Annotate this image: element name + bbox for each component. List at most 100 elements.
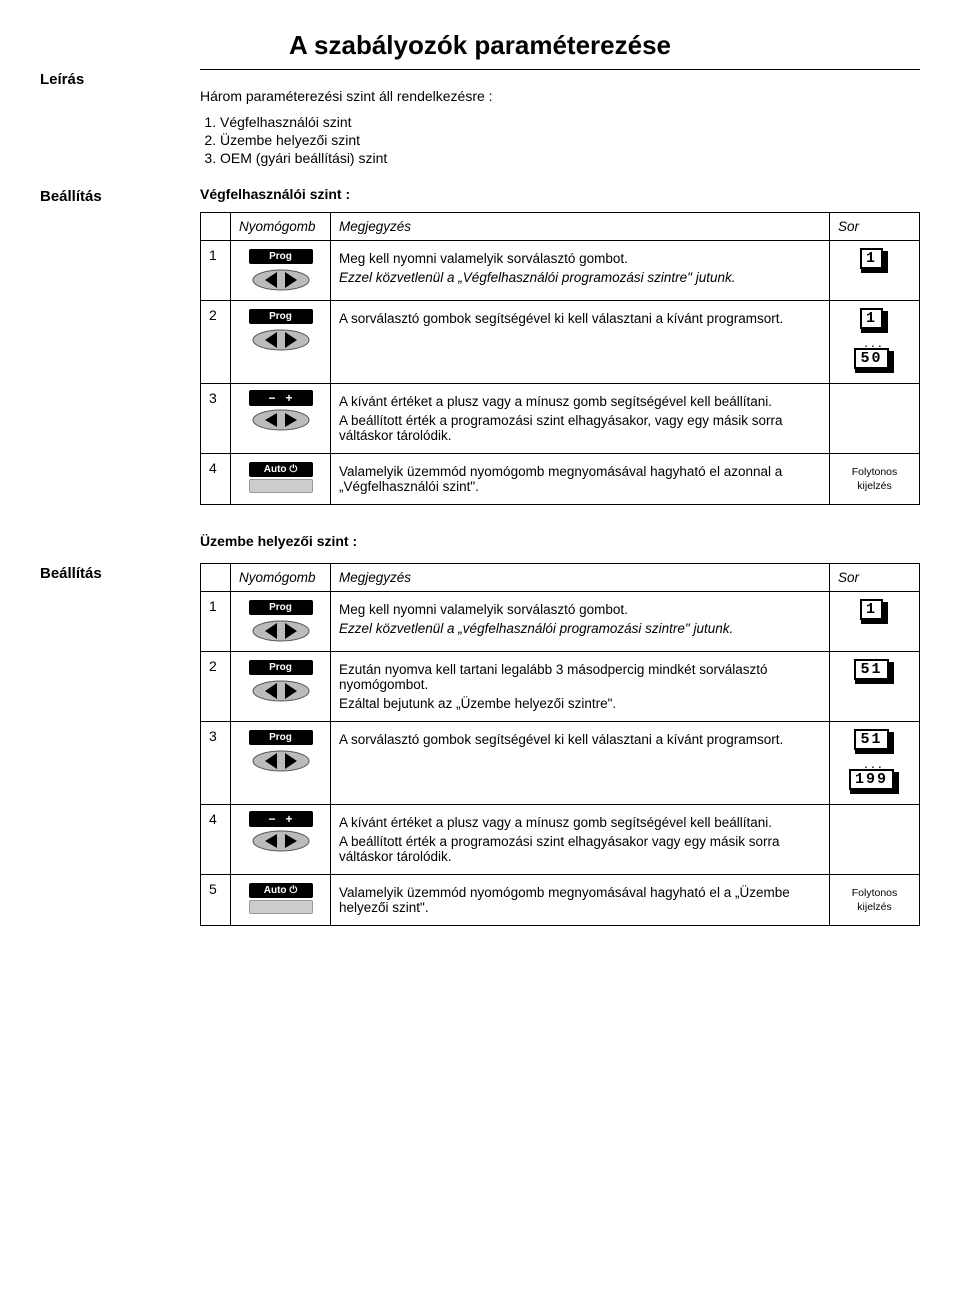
ellipsis: ... bbox=[864, 758, 885, 768]
button-cell: −+ bbox=[231, 384, 331, 454]
sor-cell: 51 bbox=[830, 652, 920, 722]
table-row: 2 Prog Ezután nyomva kell tartani legalá… bbox=[201, 652, 920, 722]
table-row: 2 Prog A sorválasztó gombok segítségével… bbox=[201, 301, 920, 384]
display-icon: 1 bbox=[861, 251, 888, 273]
step-number: 2 bbox=[201, 301, 231, 384]
col-sor: Sor bbox=[830, 213, 920, 241]
col-megjegyzes: Megjegyzés bbox=[331, 564, 830, 592]
table-row: 1 Prog Meg kell nyomni valamelyik sorvál… bbox=[201, 592, 920, 652]
page-title: A szabályozók paraméterezése bbox=[40, 30, 920, 61]
button-cell: Auto ⏻ bbox=[231, 875, 331, 926]
section2-heading: Üzembe helyezői szint : bbox=[200, 533, 920, 549]
note-cell: Meg kell nyomni valamelyik sorválasztó g… bbox=[331, 241, 830, 301]
note-main: Valamelyik üzemmód nyomógomb megnyomásáv… bbox=[339, 464, 821, 494]
button-cell: Prog bbox=[231, 592, 331, 652]
note-extra: A beállított érték a programozási szint … bbox=[339, 834, 821, 864]
note-cell: A kívánt értéket a plusz vagy a mínusz g… bbox=[331, 805, 830, 875]
auto-button-icon: Auto ⏻ bbox=[249, 462, 313, 493]
sor-cell: 1... 50 bbox=[830, 301, 920, 384]
sor-text: Folytonoskijelzés bbox=[836, 887, 913, 914]
display-icon: 1 bbox=[861, 602, 888, 624]
note-main: A sorválasztó gombok segítségével ki kel… bbox=[339, 311, 821, 326]
display-icon: 51 bbox=[855, 662, 893, 684]
note-cell: Ezután nyomva kell tartani legalább 3 má… bbox=[331, 652, 830, 722]
note-main: A sorválasztó gombok segítségével ki kel… bbox=[339, 732, 821, 747]
note-cell: Valamelyik üzemmód nyomógomb megnyomásáv… bbox=[331, 875, 830, 926]
section1-heading: Végfelhasználói szint : bbox=[200, 186, 920, 202]
note-extra: A beállított érték a programozási szint … bbox=[339, 413, 821, 443]
plus-minus-button-icon: −+ bbox=[249, 390, 313, 432]
settings-section-1: Beállítás Végfelhasználói szint : Nyomóg… bbox=[40, 186, 920, 515]
table-row: 4 −+ A kívánt értéket a plusz vagy a mín… bbox=[201, 805, 920, 875]
col-megjegyzes: Megjegyzés bbox=[331, 213, 830, 241]
button-cell: Prog bbox=[231, 722, 331, 805]
sor-cell: 1 bbox=[830, 241, 920, 301]
table-row: 4 Auto ⏻ Valamelyik üzemmód nyomógomb me… bbox=[201, 454, 920, 505]
note-extra: Ezáltal bejutunk az „Üzembe helyezői szi… bbox=[339, 696, 821, 711]
note-cell: A sorválasztó gombok segítségével ki kel… bbox=[331, 722, 830, 805]
prog-button-icon: Prog bbox=[249, 730, 313, 775]
display-icon: 199 bbox=[850, 772, 899, 794]
description-label: Leírás bbox=[40, 69, 200, 168]
settings-label-2: Beállítás bbox=[40, 563, 200, 936]
level-item: Üzembe helyezői szint bbox=[220, 132, 920, 148]
sor-cell bbox=[830, 384, 920, 454]
plus-minus-button-icon: −+ bbox=[249, 811, 313, 853]
prog-button-icon: Prog bbox=[249, 660, 313, 705]
prog-button-icon: Prog bbox=[249, 249, 313, 294]
note-main: Meg kell nyomni valamelyik sorválasztó g… bbox=[339, 602, 821, 617]
ellipsis: ... bbox=[864, 337, 885, 347]
step-number: 4 bbox=[201, 805, 231, 875]
prog-button-icon: Prog bbox=[249, 309, 313, 354]
col-nyomogomb: Nyomógomb bbox=[231, 564, 331, 592]
settings-section-2: Beállítás Nyomógomb Megjegyzés Sor 1 Pro… bbox=[40, 563, 920, 936]
note-main: Ezután nyomva kell tartani legalább 3 má… bbox=[339, 662, 821, 692]
note-em: Ezzel közvetlenül a „végfelhasználói pro… bbox=[339, 621, 821, 636]
table-row: 5 Auto ⏻ Valamelyik üzemmód nyomógomb me… bbox=[201, 875, 920, 926]
note-cell: A kívánt értéket a plusz vagy a mínusz g… bbox=[331, 384, 830, 454]
note-main: Meg kell nyomni valamelyik sorválasztó g… bbox=[339, 251, 821, 266]
table-row: 1 Prog Meg kell nyomni valamelyik sorvál… bbox=[201, 241, 920, 301]
button-cell: Prog bbox=[231, 652, 331, 722]
sor-text: Folytonoskijelzés bbox=[836, 466, 913, 493]
note-main: Valamelyik üzemmód nyomógomb megnyomásáv… bbox=[339, 885, 821, 915]
step-number: 3 bbox=[201, 384, 231, 454]
auto-button-icon: Auto ⏻ bbox=[249, 883, 313, 914]
table-1: Nyomógomb Megjegyzés Sor 1 Prog Meg kell… bbox=[200, 212, 920, 505]
table-2: Nyomógomb Megjegyzés Sor 1 Prog Meg kell… bbox=[200, 563, 920, 926]
step-number: 1 bbox=[201, 592, 231, 652]
description-section: Leírás Három paraméterezési szint áll re… bbox=[40, 69, 920, 168]
note-em: Ezzel közvetlenül a „Végfelhasználói pro… bbox=[339, 270, 821, 285]
button-cell: −+ bbox=[231, 805, 331, 875]
intro-text: Három paraméterezési szint áll rendelkez… bbox=[200, 88, 920, 104]
step-number: 3 bbox=[201, 722, 231, 805]
display-icon: 51 bbox=[855, 732, 893, 754]
table-row: 3 −+ A kívánt értéket a plusz vagy a mín… bbox=[201, 384, 920, 454]
sor-cell: 1 bbox=[830, 592, 920, 652]
level-item: OEM (gyári beállítási) szint bbox=[220, 150, 920, 166]
step-number: 5 bbox=[201, 875, 231, 926]
settings-label: Beállítás bbox=[40, 186, 200, 515]
step-number: 4 bbox=[201, 454, 231, 505]
sor-cell bbox=[830, 805, 920, 875]
display-icon: 1 bbox=[861, 311, 888, 333]
button-cell: Auto ⏻ bbox=[231, 454, 331, 505]
sor-cell: Folytonoskijelzés bbox=[830, 875, 920, 926]
table-row: 3 Prog A sorválasztó gombok segítségével… bbox=[201, 722, 920, 805]
note-main: A kívánt értéket a plusz vagy a mínusz g… bbox=[339, 815, 821, 830]
sor-cell: 51... 199 bbox=[830, 722, 920, 805]
col-nyomogomb: Nyomógomb bbox=[231, 213, 331, 241]
sor-cell: Folytonoskijelzés bbox=[830, 454, 920, 505]
button-cell: Prog bbox=[231, 301, 331, 384]
col-sor: Sor bbox=[830, 564, 920, 592]
note-main: A kívánt értéket a plusz vagy a mínusz g… bbox=[339, 394, 821, 409]
levels-list: Végfelhasználói szint Üzembe helyezői sz… bbox=[200, 114, 920, 166]
note-cell: Meg kell nyomni valamelyik sorválasztó g… bbox=[331, 592, 830, 652]
step-number: 1 bbox=[201, 241, 231, 301]
step-number: 2 bbox=[201, 652, 231, 722]
prog-button-icon: Prog bbox=[249, 600, 313, 645]
note-cell: A sorválasztó gombok segítségével ki kel… bbox=[331, 301, 830, 384]
level-item: Végfelhasználói szint bbox=[220, 114, 920, 130]
display-icon: 50 bbox=[855, 351, 893, 373]
note-cell: Valamelyik üzemmód nyomógomb megnyomásáv… bbox=[331, 454, 830, 505]
